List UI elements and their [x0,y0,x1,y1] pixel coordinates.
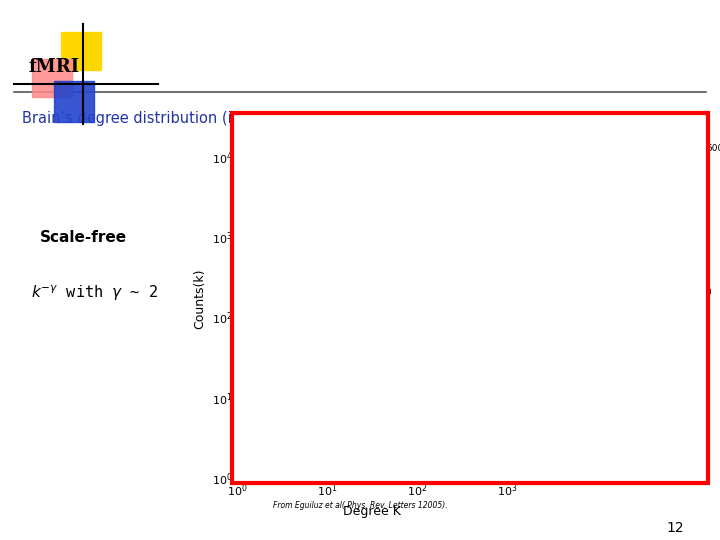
$r_c = 0.5$ [420,266,428,273]
$r_c = 0.7$ [296,228,305,234]
$r_c = 0.6$ [377,258,386,265]
$r_c = 0.6$ [339,181,348,188]
$r_c = 0.5$ [233,370,242,377]
$r_c = 0.7$ [261,186,269,192]
Y-axis label: Counts(k): Counts(k) [194,268,207,329]
$r_c = 0.7$ [449,475,457,481]
Text: fMRI: fMRI [29,58,80,76]
$r_c = 0.7$ [428,450,437,457]
Text: 12: 12 [667,521,684,535]
$r_c = 0.7$ [350,362,359,369]
$r_c = 0.5$ [315,178,323,185]
$r_c = 0.7$ [404,427,413,433]
Text: Brain’s degree distribution (i.e., how many links each node have): Brain’s degree distribution (i.e., how m… [22,111,501,126]
$r_c = 0.5$ [330,158,339,164]
$r_c = 0.7$ [366,388,374,395]
Text: $k^{-\gamma}$ with $\gamma$ ~ 2: $k^{-\gamma}$ with $\gamma$ ~ 2 [31,284,158,303]
$r_c = 0.7$ [339,332,348,339]
$r_c = 0.5$ [276,258,284,265]
$r_c = 0.6$ [476,436,485,443]
$r_c = 0.7$ [233,178,242,185]
$r_c = 0.5$ [346,147,355,154]
$r_c = 0.5$ [456,370,464,377]
Line: $r_c = 0.5$: $r_c = 0.5$ [235,148,505,442]
$r_c = 0.6$ [309,161,318,168]
$r_c = 0.6$ [323,166,332,173]
$r_c = 0.5$ [489,427,498,433]
$r_c = 0.5$ [261,314,269,321]
$r_c = 0.7$ [323,290,332,296]
$r_c = 0.5$ [476,402,485,409]
$r_c = 0.6$ [233,228,242,234]
$r_c = 0.6$ [359,210,367,217]
$r_c = 0.5$ [498,436,507,443]
$r_c = 0.6$ [261,196,269,202]
$r_c = 0.7$ [276,196,284,202]
Line: $r_c = 0.7$: $r_c = 0.7$ [235,178,456,481]
$r_c = 0.6$ [399,314,408,321]
$r_c = 0.7$ [386,412,395,418]
Legend: $r_c = 0.5$, $r_c = 0.6$, $r_c = 0.7$: $r_c = 0.5$, $r_c = 0.6$, $r_c = 0.7$ [243,415,322,472]
$r_c = 0.5$ [296,210,305,217]
$r_c = 0.7$ [287,210,296,217]
X-axis label: Degree K: Degree K [343,505,401,518]
Text: Scale-free: Scale-free [40,230,127,245]
$r_c = 0.5$ [404,220,413,226]
$r_c = 0.5$ [386,186,395,192]
$r_c = 0.6$ [440,394,449,401]
$r_c = 0.6$ [420,356,428,363]
X-axis label: Degree K: Degree K [585,310,626,320]
$r_c = 0.6$ [276,178,284,185]
$r_c = 0.6$ [296,164,305,170]
$r_c = 0.5$ [366,158,374,164]
Line: $r_c = 0.6$: $r_c = 0.6$ [235,162,482,442]
Text: From Eguiluz et al( Phys. Rev. Letters 12005).: From Eguiluz et al( Phys. Rev. Letters 1… [273,501,447,510]
$r_c = 0.7$ [309,252,318,258]
$r_c = 0.6$ [462,427,470,433]
$r_c = 0.5$ [440,322,449,328]
